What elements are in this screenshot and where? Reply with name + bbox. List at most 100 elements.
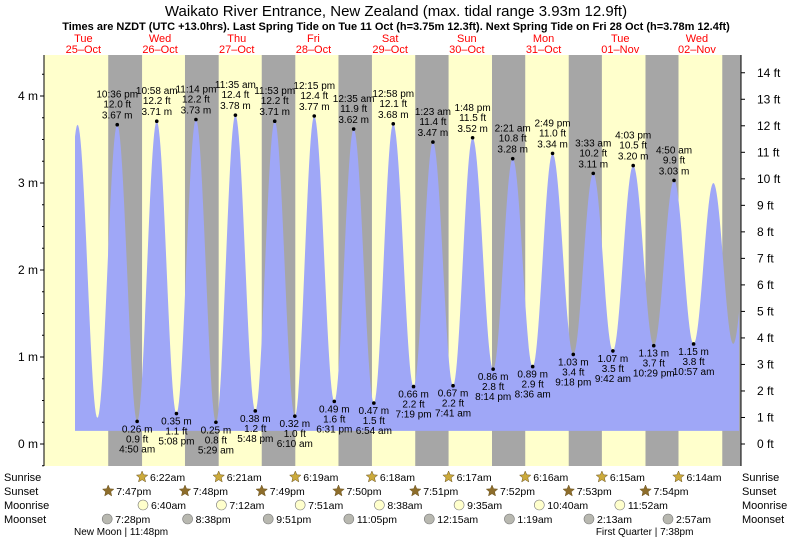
low-tide-m: 0.47 m [359, 406, 390, 417]
chart-subtitle: Times are NZDT (UTC +13.0hrs). Last Spri… [62, 21, 730, 33]
low-tide-m: 1.03 m [558, 357, 589, 368]
day-of-week: Mon [533, 33, 554, 45]
day-date: 02–Nov [678, 44, 716, 56]
high-tide-ft: 12.4 ft [222, 90, 250, 101]
day-of-week: Sun [457, 33, 477, 45]
sunrise-time: 6:21am [227, 472, 262, 484]
high-tide-ft: 12.1 ft [379, 99, 407, 110]
tide-point [332, 399, 337, 404]
right-tick-label: 12 ft [757, 119, 781, 133]
right-axis: 0 ft 1 ft 2 ft 3 ft 4 ft 5 ft 6 ft 7 ft 8 ft 9 ft… [740, 55, 781, 466]
high-tide-ft: 11.9 ft [340, 104, 367, 115]
low-tide-ft: 2.2 ft [402, 400, 424, 411]
tide-point [174, 411, 179, 416]
high-tide-ft: 10.2 ft [579, 148, 607, 159]
high-tide-m: 3.34 m [537, 139, 568, 150]
sunset-time: 7:49pm [270, 486, 305, 498]
moonset-label-right: Moonset [742, 514, 784, 526]
day-date: 30–Oct [449, 44, 484, 56]
high-tide-m: 3.71 m [259, 107, 290, 118]
right-tick-label: 4 ft [757, 331, 774, 345]
day-date: 01–Nov [601, 44, 639, 56]
moonset-time: 11:05pm [357, 514, 397, 526]
right-tick-label: 14 ft [757, 66, 781, 80]
sunrise-icon [365, 470, 379, 483]
low-tide-ft: 3.5 ft [602, 364, 624, 375]
tide-point [631, 163, 635, 168]
left-tick-label: 4 m [18, 89, 38, 103]
tide-point [351, 127, 356, 131]
moonset-icon [343, 513, 355, 525]
moonrise-icon [533, 499, 545, 511]
tide-point [312, 114, 317, 118]
low-tide-time: 10:29 pm [633, 369, 675, 380]
tide-curve [75, 115, 740, 431]
high-tide-time: 2:21 am [495, 124, 531, 135]
moonset-icon [583, 513, 595, 525]
tide-point [672, 178, 676, 183]
low-tide-time: 10:57 am [673, 367, 715, 378]
low-tide-time: 8:14 pm [475, 392, 511, 403]
sunset-time: 7:52pm [500, 486, 535, 498]
moonrise-time: 10:40am [547, 500, 588, 512]
tide-point [451, 383, 455, 388]
tide-point [154, 119, 159, 124]
low-tide-time: 9:42 am [595, 374, 631, 385]
left-tick-label: 3 m [18, 176, 38, 190]
tide-point [591, 171, 596, 176]
sunrise-time: 6:19am [303, 472, 338, 484]
tide-point [135, 419, 139, 424]
moonrise-time: 11:52am [628, 500, 668, 512]
moonset-time: 2:57am [676, 514, 711, 526]
moonrise-time: 8:38am [387, 500, 422, 512]
sunrise-icon [518, 470, 532, 483]
high-tide-ft: 12.0 ft [103, 100, 131, 111]
low-tide-ft: 1.6 ft [323, 414, 345, 425]
moonrise-label-left: Moonrise [4, 500, 49, 512]
high-tide-time: 11:14 pm [175, 84, 216, 95]
moonrise-icon [294, 499, 306, 511]
moonrise-time: 6:40am [151, 500, 186, 512]
moonrise-icon [374, 499, 385, 511]
low-tide-ft: 0.9 ft [126, 434, 148, 445]
day-labels: Tue25–OctWed26–OctThu27–OctFri28–OctSat2… [66, 33, 717, 56]
high-tide-m: 3.28 m [497, 145, 528, 156]
moonset-icon [101, 513, 113, 525]
sunset-label-left: Sunset [4, 486, 38, 498]
tide-point [651, 343, 656, 348]
right-tick-label: 6 ft [757, 278, 774, 292]
day-of-week: Thu [227, 33, 246, 45]
right-tick-label: 8 ft [757, 225, 774, 239]
right-tick-label: 10 ft [757, 172, 781, 186]
sunset-icon [562, 484, 576, 497]
low-tide-ft: 1.1 ft [165, 427, 187, 438]
high-tide-ft: 9.9 ft [663, 155, 685, 166]
moonset-time: 7:28pm [115, 514, 150, 526]
low-tide-time: 5:29 am [198, 445, 234, 456]
low-tide-time: 9:18 pm [555, 377, 591, 388]
sunset-time: 7:50pm [346, 486, 381, 498]
sunrise-label-right: Sunrise [742, 472, 779, 484]
low-tide-time: 6:54 am [356, 426, 392, 437]
sunrise-time: 6:18am [380, 472, 415, 484]
left-tick-label: 2 m [18, 263, 38, 277]
sunrise-icon [442, 470, 455, 483]
high-tide-m: 3.11 m [578, 159, 608, 170]
high-tide-ft: 12.2 ft [182, 94, 210, 105]
moon-phase-label: First Quarter | 7:38pm [596, 527, 694, 538]
high-tide-time: 1:48 pm [455, 103, 491, 114]
low-tide-m: 0.35 m [161, 417, 192, 428]
astro-table: Sunrise Sunset Moonrise Moonset Sunrise … [4, 470, 787, 538]
low-tide-time: 6:31 pm [316, 424, 352, 435]
low-tide-time: 8:36 am [515, 390, 551, 401]
high-tide-time: 1:23 am [415, 107, 451, 118]
high-tide-ft: 11.0 ft [539, 128, 566, 139]
sunset-icon [485, 484, 499, 497]
sunrise-time: 6:16am [533, 472, 568, 484]
sunrise-icon [212, 470, 226, 483]
tide-point [691, 342, 696, 346]
day-of-week: Fri [307, 33, 320, 45]
low-tide-m: 0.32 m [280, 419, 311, 430]
day-date: 26–Oct [142, 44, 177, 56]
